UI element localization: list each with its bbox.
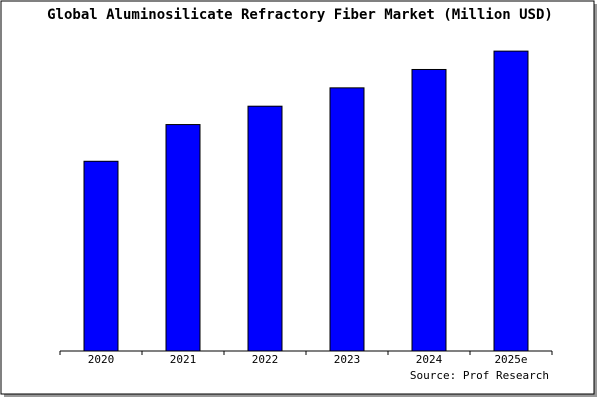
x-tick-label: 2023	[334, 353, 361, 366]
plot-area	[60, 45, 552, 351]
x-tick-label: 2025e	[494, 353, 527, 366]
chart-title: Global Aluminosilicate Refractory Fiber …	[47, 7, 553, 23]
bar	[411, 68, 447, 352]
x-tick-label: 2020	[88, 353, 115, 366]
x-tick-label: 2021	[170, 353, 197, 366]
x-tick-label: 2024	[416, 353, 443, 366]
bar	[329, 87, 365, 352]
source-note: Source: Prof Research	[410, 369, 549, 382]
bar	[83, 160, 119, 352]
bar	[247, 105, 283, 352]
bar	[165, 124, 201, 352]
bar	[493, 50, 529, 352]
x-tick-label: 2022	[252, 353, 279, 366]
